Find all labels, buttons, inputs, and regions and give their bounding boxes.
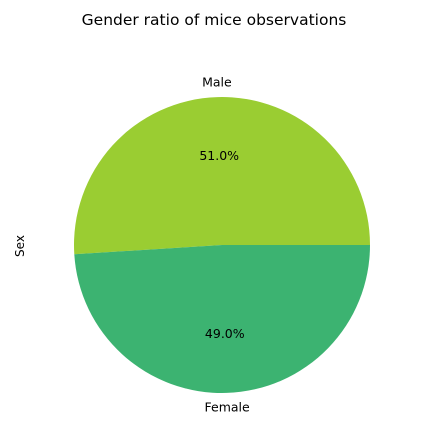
y-axis-label: Sex [13,235,27,257]
slice-label-female: Female [205,400,251,415]
pie-slice-male [74,96,371,255]
pie-slices [74,96,371,393]
slice-percent-male: 51.0% [199,148,239,163]
pie-slice-female [74,245,370,393]
slice-percent-female: 49.0% [205,326,245,341]
pie-labels: Male 51.0% Female 49.0% [199,74,250,414]
chart-title: Gender ratio of mice observations [82,11,347,29]
slice-label-male: Male [202,74,232,89]
